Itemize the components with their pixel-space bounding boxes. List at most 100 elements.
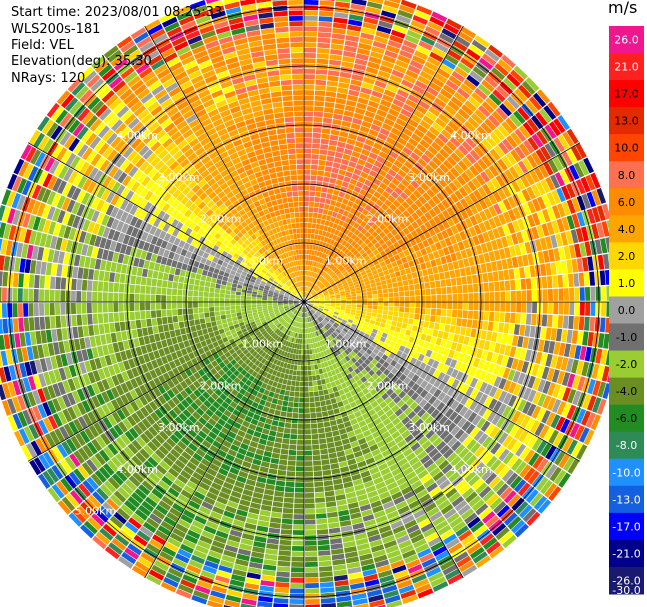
range-gate [291,561,304,567]
range-gate [354,284,360,288]
range-gate [338,274,344,279]
range-gate [379,250,387,257]
range-gate [531,151,543,166]
range-gate [480,243,488,254]
range-gate [521,302,527,313]
range-gate [526,302,532,313]
range-gate [393,159,403,169]
range-gate [403,262,410,269]
range-gate [459,267,466,277]
range-gate [305,593,320,599]
range-gate [411,212,420,221]
range-gate [327,517,339,524]
range-gate [367,219,375,227]
range-gate [383,159,393,168]
range-gate [478,198,488,210]
range-gate [305,286,307,292]
range-gate [379,261,386,268]
range-gate [426,86,439,97]
range-gate [330,538,343,545]
range-gate [463,120,476,133]
range-gate [285,481,295,488]
range-gate [274,437,283,444]
range-gate [496,260,503,271]
range-gate [304,254,307,260]
range-gate [414,176,424,186]
range-gate [480,171,491,183]
range-gate [284,492,294,498]
range-gate [436,192,445,202]
range-gate [341,303,346,307]
range-gate [315,191,321,197]
range-gate [494,312,500,322]
range-gate [457,285,463,294]
range-gate [427,174,438,185]
range-gate [430,259,437,268]
range-gate [334,151,344,159]
range-gate [445,227,454,237]
range-gate [376,285,383,291]
range-gate [407,278,414,285]
range-gate [438,178,448,188]
range-gate [382,190,391,199]
range-gate [419,119,431,130]
range-gate [360,220,367,228]
range-gate [510,149,522,163]
range-gate [313,207,319,213]
range-gate [343,263,349,269]
range-gate [473,292,479,302]
range-gate [304,519,316,525]
range-gate [441,129,453,140]
range-gate [460,83,474,95]
range-gate [323,254,328,260]
range-gate [377,293,383,298]
range-gate [296,376,301,381]
range-gate [346,299,352,302]
range-gate [336,281,342,285]
range-gate [310,407,316,413]
range-gate [304,148,312,154]
range-gate [542,302,548,314]
range-gate [409,290,415,296]
range-gate [304,397,310,403]
range-gate [323,281,329,286]
range-gate [326,284,332,289]
range-gate [322,272,327,278]
range-gate [321,405,328,412]
range-gate [322,384,328,390]
range-gate [463,302,469,310]
range-gate [291,567,304,573]
range-gate [288,396,294,402]
range-gate [586,191,596,208]
range-gate [353,146,363,153]
range-gate [536,196,546,210]
range-gate [381,164,390,173]
range-gate [473,302,479,311]
range-gate [315,502,326,509]
range-gate [373,178,382,186]
range-gate [377,246,384,253]
range-gate [400,269,406,276]
range-gate [307,260,311,266]
range-gate [351,299,357,302]
range-gate [420,295,426,302]
range-gate [320,219,326,225]
range-gate [297,365,301,371]
range-gate [439,163,450,174]
range-gate [404,174,414,184]
range-gate [304,79,315,85]
range-gate [307,354,311,360]
range-gate [311,159,319,165]
range-gate [322,289,328,293]
range-gate [360,228,368,235]
range-gate [325,231,331,238]
range-gate [416,143,427,153]
range-gate [583,272,590,287]
range-gate [361,208,369,216]
range-gate [483,282,489,292]
range-gate [574,287,580,301]
range-gate [514,128,527,142]
range-gate [395,118,407,127]
range-gate [541,276,548,289]
range-gate [362,22,377,30]
